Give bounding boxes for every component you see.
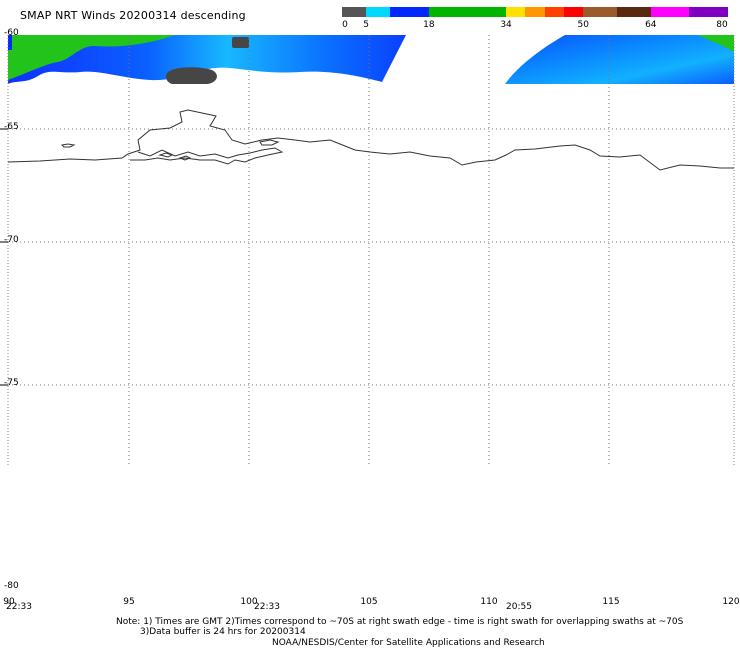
colorbar-segment	[583, 7, 617, 17]
colorbar-tick-label: 34	[500, 20, 512, 30]
lat-label-75: -75	[4, 378, 19, 388]
axis-ticks	[0, 128, 8, 386]
colorbar-tick-label: 5	[363, 20, 369, 30]
wind-speed-colorbar	[342, 7, 728, 17]
antarctic-coastline	[7, 109, 734, 171]
swath-right	[505, 35, 734, 84]
lat-label-65: -65	[4, 122, 19, 132]
note-line-3: NOAA/NESDIS/Center for Satellite Applica…	[272, 638, 545, 648]
colorbar-tick-label: 64	[645, 20, 657, 30]
colorbar-segment	[689, 7, 728, 17]
swath-time-right: 20:55	[506, 602, 532, 612]
swath-time-left: 22:33	[6, 602, 32, 612]
colorbar-tick-label: 50	[577, 20, 589, 30]
lat-label-80: -80	[4, 581, 19, 591]
colorbar-segment	[428, 7, 507, 17]
lat-label-60: -60	[4, 28, 19, 38]
lon-label-110: 110	[480, 597, 498, 607]
lon-label-120: 120	[722, 597, 740, 607]
colorbar-segment	[650, 7, 690, 17]
lat-label-70: -70	[4, 235, 19, 245]
swath-left	[8, 35, 406, 84]
colorbar-segment	[506, 7, 526, 17]
colorbar-segment	[544, 7, 564, 17]
low-wind-patch-small	[232, 37, 249, 48]
lon-label-90: 90	[3, 597, 15, 607]
colorbar-tick-label: 0	[342, 20, 348, 30]
colorbar-segment	[390, 7, 429, 17]
lon-label-115: 115	[602, 597, 620, 607]
lon-label-105: 105	[360, 597, 378, 607]
map-title: SMAP NRT Winds 20200314 descending	[20, 9, 246, 22]
colorbar-segment	[342, 7, 367, 17]
lon-label-100: 100	[240, 597, 258, 607]
colorbar-segment	[563, 7, 584, 17]
colorbar-tick-label: 80	[716, 20, 728, 30]
lon-label-95: 95	[123, 597, 135, 607]
colorbar-segment	[616, 7, 651, 17]
colorbar-segment	[366, 7, 391, 17]
note-line-2: 3)Data buffer is 24 hrs for 20200314	[140, 627, 306, 637]
swath-time-middle: 22:33	[254, 602, 280, 612]
colorbar-tick-label: 18	[423, 20, 435, 30]
colorbar-segment	[525, 7, 545, 17]
graticule	[8, 35, 734, 465]
note-line-1: Note: 1) Times are GMT 2)Times correspon…	[116, 617, 684, 627]
low-wind-patch	[165, 67, 217, 84]
